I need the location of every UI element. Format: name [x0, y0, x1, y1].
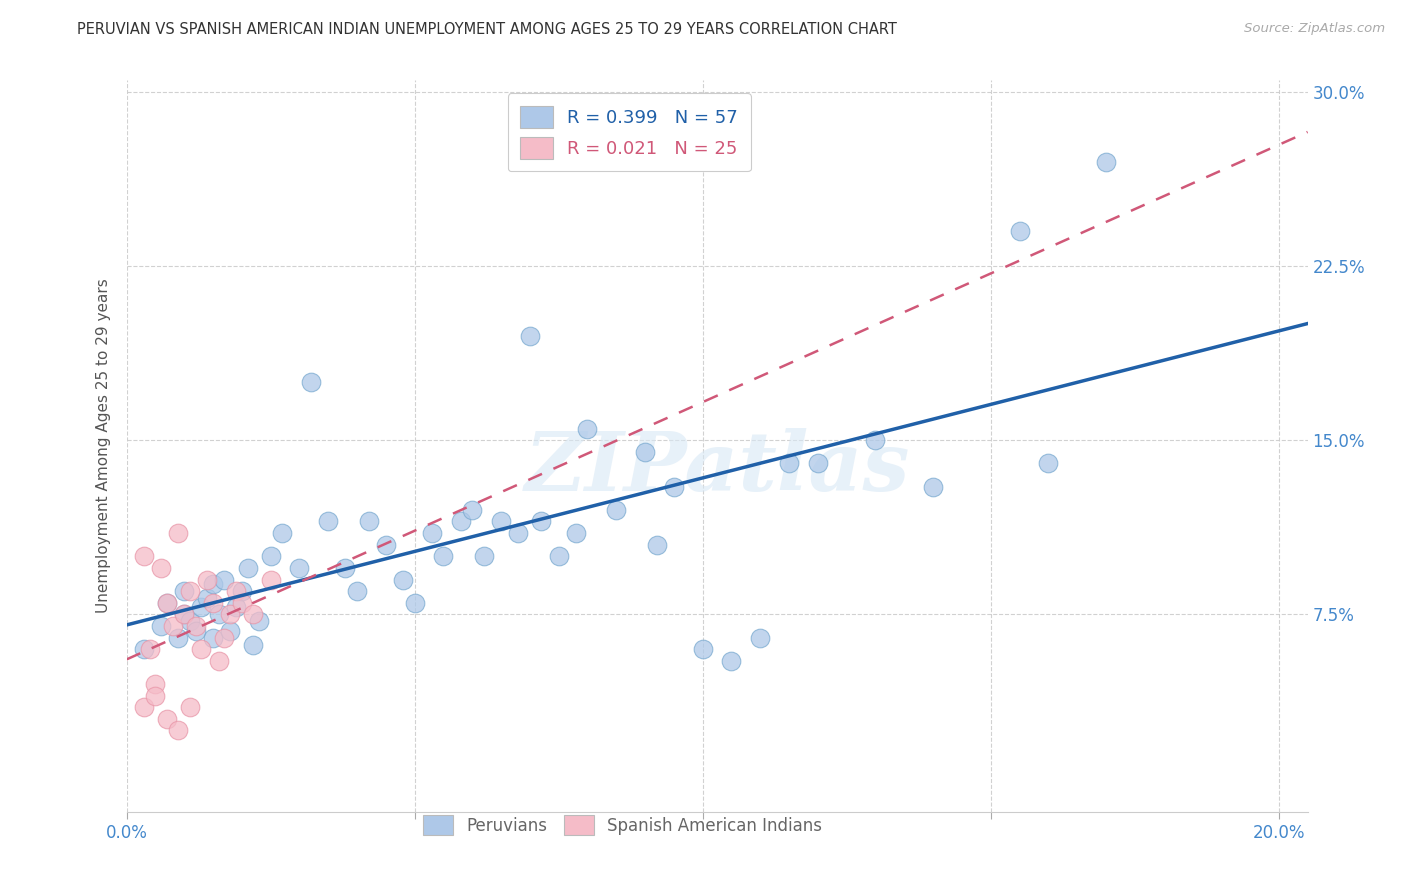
Point [605, 503, 627, 517]
Point [530, 515, 553, 529]
Point [156, 596, 179, 610]
Point [208, 654, 231, 668]
Point [316, 515, 339, 529]
Point [922, 480, 945, 494]
Point [432, 549, 454, 564]
Y-axis label: Unemployment Among Ages 25 to 29 years: Unemployment Among Ages 25 to 29 years [96, 278, 111, 614]
Point [132, 700, 155, 714]
Point [662, 480, 685, 494]
Point [1095, 154, 1118, 169]
Point [143, 689, 166, 703]
Point [179, 584, 201, 599]
Point [357, 515, 380, 529]
Point [173, 607, 195, 622]
Point [167, 526, 190, 541]
Point [720, 654, 742, 668]
Point [749, 631, 772, 645]
Point [1008, 224, 1031, 238]
Point [807, 457, 830, 471]
Point [201, 596, 224, 610]
Point [576, 421, 599, 435]
Point [231, 584, 253, 599]
Point [201, 631, 224, 645]
Point [138, 642, 160, 657]
Point [214, 631, 236, 645]
Point [179, 700, 201, 714]
Point [1038, 457, 1060, 471]
Point [150, 561, 173, 575]
Point [271, 526, 294, 541]
Legend: Peruvians, Spanish American Indians: Peruvians, Spanish American Indians [415, 806, 831, 844]
Point [225, 600, 247, 615]
Point [519, 328, 541, 343]
Point [219, 607, 242, 622]
Point [645, 538, 668, 552]
Point [173, 607, 195, 622]
Point [778, 457, 800, 471]
Point [299, 375, 322, 389]
Point [692, 642, 714, 657]
Point [634, 445, 657, 459]
Point [214, 573, 236, 587]
Point [173, 584, 195, 599]
Point [450, 515, 472, 529]
Point [231, 596, 253, 610]
Point [208, 607, 231, 622]
Point [420, 526, 443, 541]
Point [190, 642, 212, 657]
Point [132, 642, 155, 657]
Text: ZIPatlas: ZIPatlas [524, 428, 910, 508]
Text: Source: ZipAtlas.com: Source: ZipAtlas.com [1244, 22, 1385, 36]
Point [392, 573, 415, 587]
Point [190, 600, 212, 615]
Point [288, 561, 311, 575]
Point [242, 607, 264, 622]
Point [132, 549, 155, 564]
Point [195, 591, 218, 606]
Point [150, 619, 173, 633]
Point [335, 561, 357, 575]
Point [259, 573, 281, 587]
Point [236, 561, 259, 575]
Text: PERUVIAN VS SPANISH AMERICAN INDIAN UNEMPLOYMENT AMONG AGES 25 TO 29 YEARS CORRE: PERUVIAN VS SPANISH AMERICAN INDIAN UNEM… [77, 22, 897, 37]
Point [865, 433, 887, 447]
Point [143, 677, 166, 691]
Point [156, 596, 179, 610]
Point [404, 596, 426, 610]
Point [225, 584, 247, 599]
Point [346, 584, 368, 599]
Point [247, 615, 270, 629]
Point [179, 615, 201, 629]
Point [565, 526, 588, 541]
Point [201, 577, 224, 591]
Point [184, 624, 207, 638]
Point [259, 549, 281, 564]
Point [195, 573, 218, 587]
Point [472, 549, 495, 564]
Point [167, 723, 190, 738]
Point [489, 515, 512, 529]
Point [167, 631, 190, 645]
Point [374, 538, 396, 552]
Point [156, 712, 179, 726]
Point [219, 624, 242, 638]
Point [461, 503, 484, 517]
Point [184, 619, 207, 633]
Point [508, 526, 530, 541]
Point [242, 638, 264, 652]
Point [162, 619, 184, 633]
Point [547, 549, 569, 564]
